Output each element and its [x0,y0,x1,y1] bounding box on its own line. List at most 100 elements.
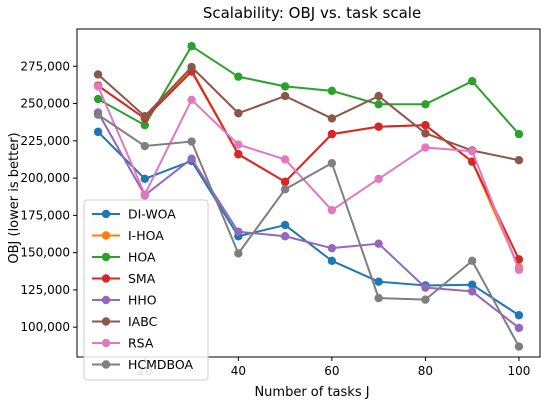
data-point [187,137,196,146]
data-point [140,120,150,130]
legend-swatch-marker [101,295,111,305]
legend-label: HCMDBOA [128,357,194,372]
data-point [467,280,477,289]
legend-frame [83,199,209,381]
y-tick-label: 200,000 [20,171,70,185]
series-line [97,66,520,162]
chart-title: Scalability: OBJ vs. task scale [203,4,421,22]
legend-label: I-HOA [128,228,164,243]
data-point [187,95,196,105]
data-point [140,112,150,121]
y-tick-label: 125,000 [20,283,70,297]
legend: DI-WOA I-HOA HOA SMA HHO IABC RSA HCMDBOA [83,199,209,381]
legend-label: DI-WOA [128,207,176,222]
data-point [327,256,337,266]
x-tick-label: 40 [231,364,246,378]
x-tick-label: 100 [508,364,531,378]
data-point [280,185,290,194]
data-point [327,205,337,215]
data-point [374,293,383,303]
data-point [234,150,243,159]
y-axis-label: OBJ (lower is better) [7,132,22,263]
data-point [374,174,383,184]
data-point [234,140,243,149]
data-point [421,120,430,130]
data-point [467,157,477,166]
data-point [374,239,383,248]
series-line [97,86,520,271]
y-tick-label: 250,000 [20,97,70,111]
data-point [280,177,290,187]
data-point [421,295,430,304]
x-axis-label: Number of tasks J [254,385,369,400]
data-point [140,190,150,199]
legend-label: RSA [128,336,154,351]
series-hoa [93,41,524,139]
data-point [374,100,383,109]
legend-label: IABC [128,314,158,329]
data-point [374,277,383,286]
data-point [234,227,243,236]
data-point [280,232,290,241]
data-point [467,256,477,266]
data-point [140,174,150,184]
data-point [467,147,477,156]
legend-item: HOA [92,250,156,265]
data-point [93,94,103,104]
legend-label: HOA [128,250,156,265]
data-point [421,129,430,138]
legend-item: IABC [92,314,158,329]
data-point [280,220,290,230]
series-line [97,111,520,329]
series-hcmdboa [93,110,524,351]
data-point [374,91,383,101]
data-point [514,311,524,320]
legend-label: HHO [128,293,157,308]
y-tick-label: 175,000 [20,208,70,222]
legend-swatch-marker [101,209,111,219]
data-point [514,323,524,333]
data-point [514,342,524,351]
legend-swatch-marker [101,252,111,262]
x-tick-label: 60 [324,364,339,378]
x-tick-label: 80 [418,364,433,378]
data-point [467,76,477,86]
data-point [234,72,243,81]
legend-swatch-marker [101,317,111,326]
series-layer [93,41,524,351]
series-line [97,70,520,260]
series-line [97,45,520,135]
series-iabc [93,62,524,165]
data-point [514,255,524,264]
legend-label: SMA [128,271,156,286]
legend-swatch-marker [101,360,111,369]
data-point [234,249,243,258]
data-point [93,82,103,91]
data-point [140,141,150,151]
data-point [234,109,243,118]
legend-item: DI-WOA [92,207,176,222]
data-point [327,158,337,168]
y-tick-label: 150,000 [20,246,70,260]
data-point [327,129,337,139]
data-point [374,122,383,131]
legend-swatch-marker [101,231,111,240]
y-axis-ticks: 100,000 125,000 150,000 175,000 200,000 225,0… [20,59,77,334]
data-point [514,156,524,165]
data-point [93,70,103,79]
data-point [327,114,337,123]
data-point [467,287,477,296]
data-point [327,86,337,96]
data-point [421,100,430,109]
legend-swatch-marker [101,274,111,283]
y-tick-label: 100,000 [20,320,70,334]
legend-item: HHO [92,293,157,308]
data-point [514,265,524,274]
y-tick-label: 225,000 [20,134,70,148]
series-rsa [93,82,524,274]
legend-item: I-HOA [92,228,164,243]
data-point [280,91,290,101]
data-point [421,143,430,152]
legend-swatch-marker [101,338,111,348]
data-point [187,41,196,51]
